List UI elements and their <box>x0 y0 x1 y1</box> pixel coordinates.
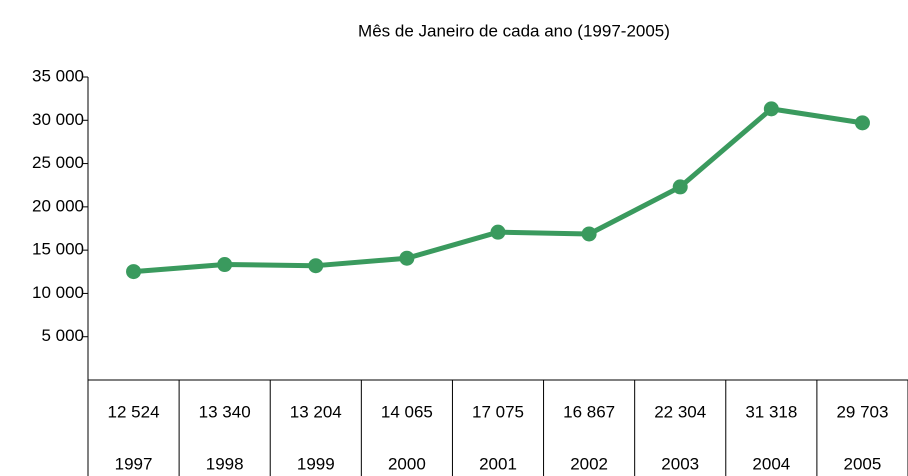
y-tick-label: 5 000 <box>41 326 84 345</box>
y-tick-label: 20 000 <box>32 196 84 215</box>
y-tick-label: 30 000 <box>32 110 84 129</box>
line-series <box>133 106 863 275</box>
chart-title: Mês de Janeiro de cada ano (1997-2005) <box>358 21 670 40</box>
point <box>672 179 688 195</box>
y-tick-label: 10 000 <box>32 283 84 302</box>
point <box>854 115 870 131</box>
x-tick-label: 2001 <box>479 454 517 473</box>
value-label: 31 318 <box>745 402 797 421</box>
point <box>126 264 142 280</box>
point <box>399 250 415 266</box>
point <box>763 101 779 117</box>
value-label: 13 204 <box>290 402 342 421</box>
point <box>308 258 324 274</box>
value-label: 29 703 <box>836 402 888 421</box>
point <box>217 257 233 273</box>
value-label: 17 075 <box>472 402 524 421</box>
point <box>581 226 597 242</box>
value-label: 16 867 <box>563 402 615 421</box>
value-label: 12 524 <box>108 402 160 421</box>
y-tick-label: 15 000 <box>32 240 84 259</box>
y-tick-label: 25 000 <box>32 153 84 172</box>
point <box>490 224 506 240</box>
value-label: 13 340 <box>199 402 251 421</box>
x-tick-label: 2004 <box>752 454 790 473</box>
x-tick-label: 1998 <box>206 454 244 473</box>
value-label: 22 304 <box>654 402 706 421</box>
value-label: 14 065 <box>381 402 433 421</box>
x-tick-label: 2005 <box>844 454 882 473</box>
x-tick-label: 2003 <box>661 454 699 473</box>
x-tick-label: 2000 <box>388 454 426 473</box>
x-tick-label: 1999 <box>297 454 335 473</box>
x-tick-label: 2002 <box>570 454 608 473</box>
x-tick-label: 1997 <box>115 454 153 473</box>
y-tick-label: 35 000 <box>32 66 84 85</box>
